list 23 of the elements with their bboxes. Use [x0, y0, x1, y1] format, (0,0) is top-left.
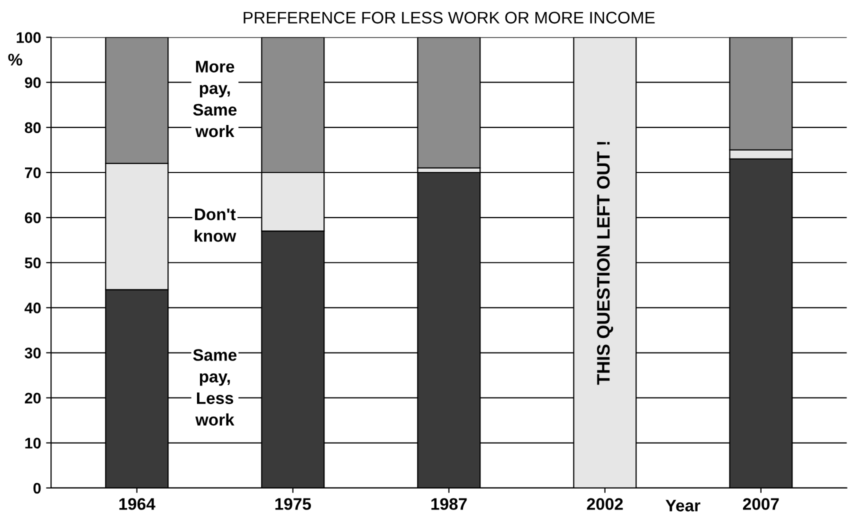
x-tick-label: 2002: [586, 498, 623, 510]
x-axis-title: Year: [666, 500, 700, 512]
y-tick-label: 10: [25, 438, 41, 449]
y-tick-label: 50: [24, 257, 41, 268]
y-tick-label: 100: [16, 32, 41, 43]
y-tick-label: 0: [33, 482, 41, 494]
y-axis-title: %: [8, 54, 22, 66]
series-label: More pay, Same work: [193, 60, 237, 138]
x-tick-label: 1964: [119, 498, 156, 510]
annotation: THIS QUESTION LEFT OUT !: [596, 142, 614, 385]
series-label: Same pay, Less work: [193, 349, 237, 426]
y-tick-label: 30: [24, 348, 41, 358]
y-tick-label: 70: [25, 167, 41, 178]
y-tick-label: 60: [24, 212, 41, 224]
x-tick-label: 1987: [431, 498, 467, 510]
y-tick-label: 20: [24, 392, 41, 404]
y-tick-label: 80: [24, 122, 41, 134]
x-tick-label: 1975: [275, 498, 311, 510]
chart-title: PREFERENCE FOR LESS WORK OR MORE INCOME: [244, 12, 655, 24]
x-tick-label: 2007: [742, 498, 779, 510]
y-tick-label: 90: [24, 77, 41, 88]
y-tick-label: 40: [24, 302, 41, 314]
series-label: Don't know: [194, 208, 236, 242]
